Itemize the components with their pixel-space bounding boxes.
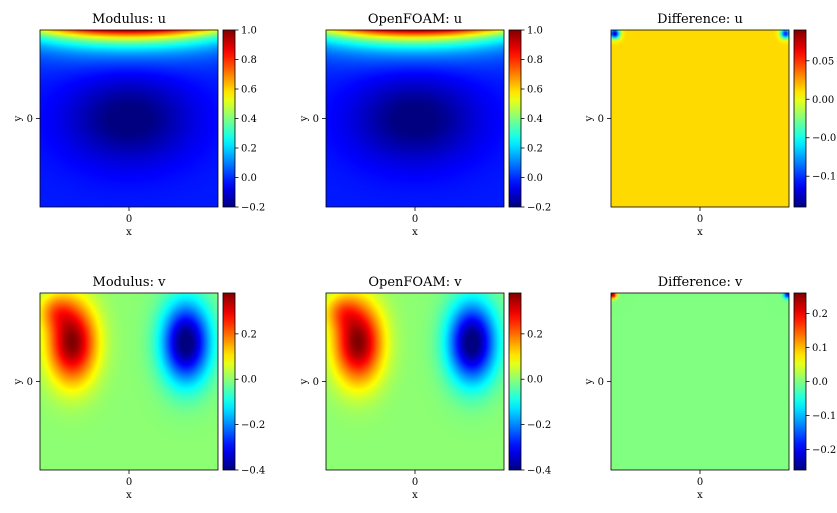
colorbar-tick-label: −0.2 [527, 420, 551, 431]
colorbar-tick-label: 0.6 [241, 85, 257, 96]
colorbar-tick-label: 0.8 [241, 55, 257, 66]
colorbar-tick-label: 0.0 [527, 375, 543, 386]
x-axis-label: x [412, 490, 418, 501]
colorbar-tick-label: −0.2 [241, 203, 265, 214]
chart-title: Difference: v [658, 275, 743, 290]
y-tick-label: 0 [313, 377, 319, 388]
y-tick-label: 0 [598, 114, 604, 125]
colorbar-tick-label: 0.0 [812, 377, 828, 388]
colorbar-tick-label: −0.4 [527, 466, 551, 477]
x-tick-label: 0 [697, 477, 703, 488]
y-axis-label: y [584, 115, 595, 122]
colorbar-tick-label: 0.2 [241, 144, 257, 155]
colorbar-tick-label: 0.2 [527, 144, 543, 155]
colorbar-tick-label: 0.00 [812, 95, 834, 106]
colorbar [222, 29, 236, 208]
colorbar-tick-label: 0.8 [527, 55, 543, 66]
colorbar [508, 292, 522, 471]
colorbar-tick-label: −0.1 [812, 411, 836, 422]
colorbar-tick-label: 0.2 [527, 329, 543, 340]
colorbar-tick-label: 0.2 [241, 329, 257, 340]
colorbar-tick-label: 0.6 [527, 85, 543, 96]
x-tick-label: 0 [412, 214, 418, 225]
colorbar-tick-label: 0.4 [527, 114, 543, 125]
heatmap-image [326, 30, 504, 207]
chart-title: OpenFOAM: u [368, 12, 462, 27]
colorbar-tick-label: 0.05 [812, 56, 834, 67]
y-tick-label: 0 [27, 377, 33, 388]
chart-title: Modulus: u [92, 12, 166, 27]
colorbar-tick-label: −0.10 [812, 172, 837, 183]
y-axis-label: y [299, 378, 310, 385]
heatmap-image [326, 293, 504, 470]
colorbar [793, 29, 807, 208]
x-axis-label: x [126, 227, 132, 238]
y-tick-label: 0 [598, 377, 604, 388]
x-axis-label: x [412, 227, 418, 238]
colorbar-tick-label: 0.0 [527, 173, 543, 184]
heatmap-image [611, 293, 789, 470]
chart-title: Difference: u [657, 12, 743, 27]
x-tick-label: 0 [697, 214, 703, 225]
y-axis-label: y [13, 115, 24, 122]
y-axis-label: y [299, 115, 310, 122]
chart-title: OpenFOAM: v [368, 275, 462, 290]
colorbar [222, 292, 236, 471]
y-tick-label: 0 [313, 114, 319, 125]
colorbar-tick-label: −0.05 [812, 133, 837, 144]
colorbar-tick-label: −0.2 [527, 203, 551, 214]
colorbar-tick-label: −0.2 [812, 445, 836, 456]
colorbar-tick-label: 0.0 [241, 173, 257, 184]
colorbar-tick-label: 0.2 [812, 309, 828, 320]
colorbar-tick-label: −0.4 [241, 466, 265, 477]
x-tick-label: 0 [412, 477, 418, 488]
colorbar-tick-label: 0.0 [241, 375, 257, 386]
x-axis-label: x [126, 490, 132, 501]
heatmap-image [40, 293, 218, 470]
colorbar-tick-label: 1.0 [241, 26, 257, 37]
chart-title: Modulus: v [93, 275, 167, 290]
heatmap-image [611, 30, 789, 207]
x-axis-label: x [697, 490, 703, 501]
y-axis-label: y [584, 378, 595, 385]
colorbar-tick-label: 0.1 [812, 343, 828, 354]
colorbar-tick-label: 0.4 [241, 114, 257, 125]
colorbar-tick-label: 1.0 [527, 26, 543, 37]
x-tick-label: 0 [126, 214, 132, 225]
heatmap-image [40, 30, 218, 207]
y-axis-label: y [13, 378, 24, 385]
colorbar [508, 29, 522, 208]
x-tick-label: 0 [126, 477, 132, 488]
x-axis-label: x [697, 227, 703, 238]
colorbar [793, 292, 807, 471]
colorbar-tick-label: −0.2 [241, 420, 265, 431]
y-tick-label: 0 [27, 114, 33, 125]
